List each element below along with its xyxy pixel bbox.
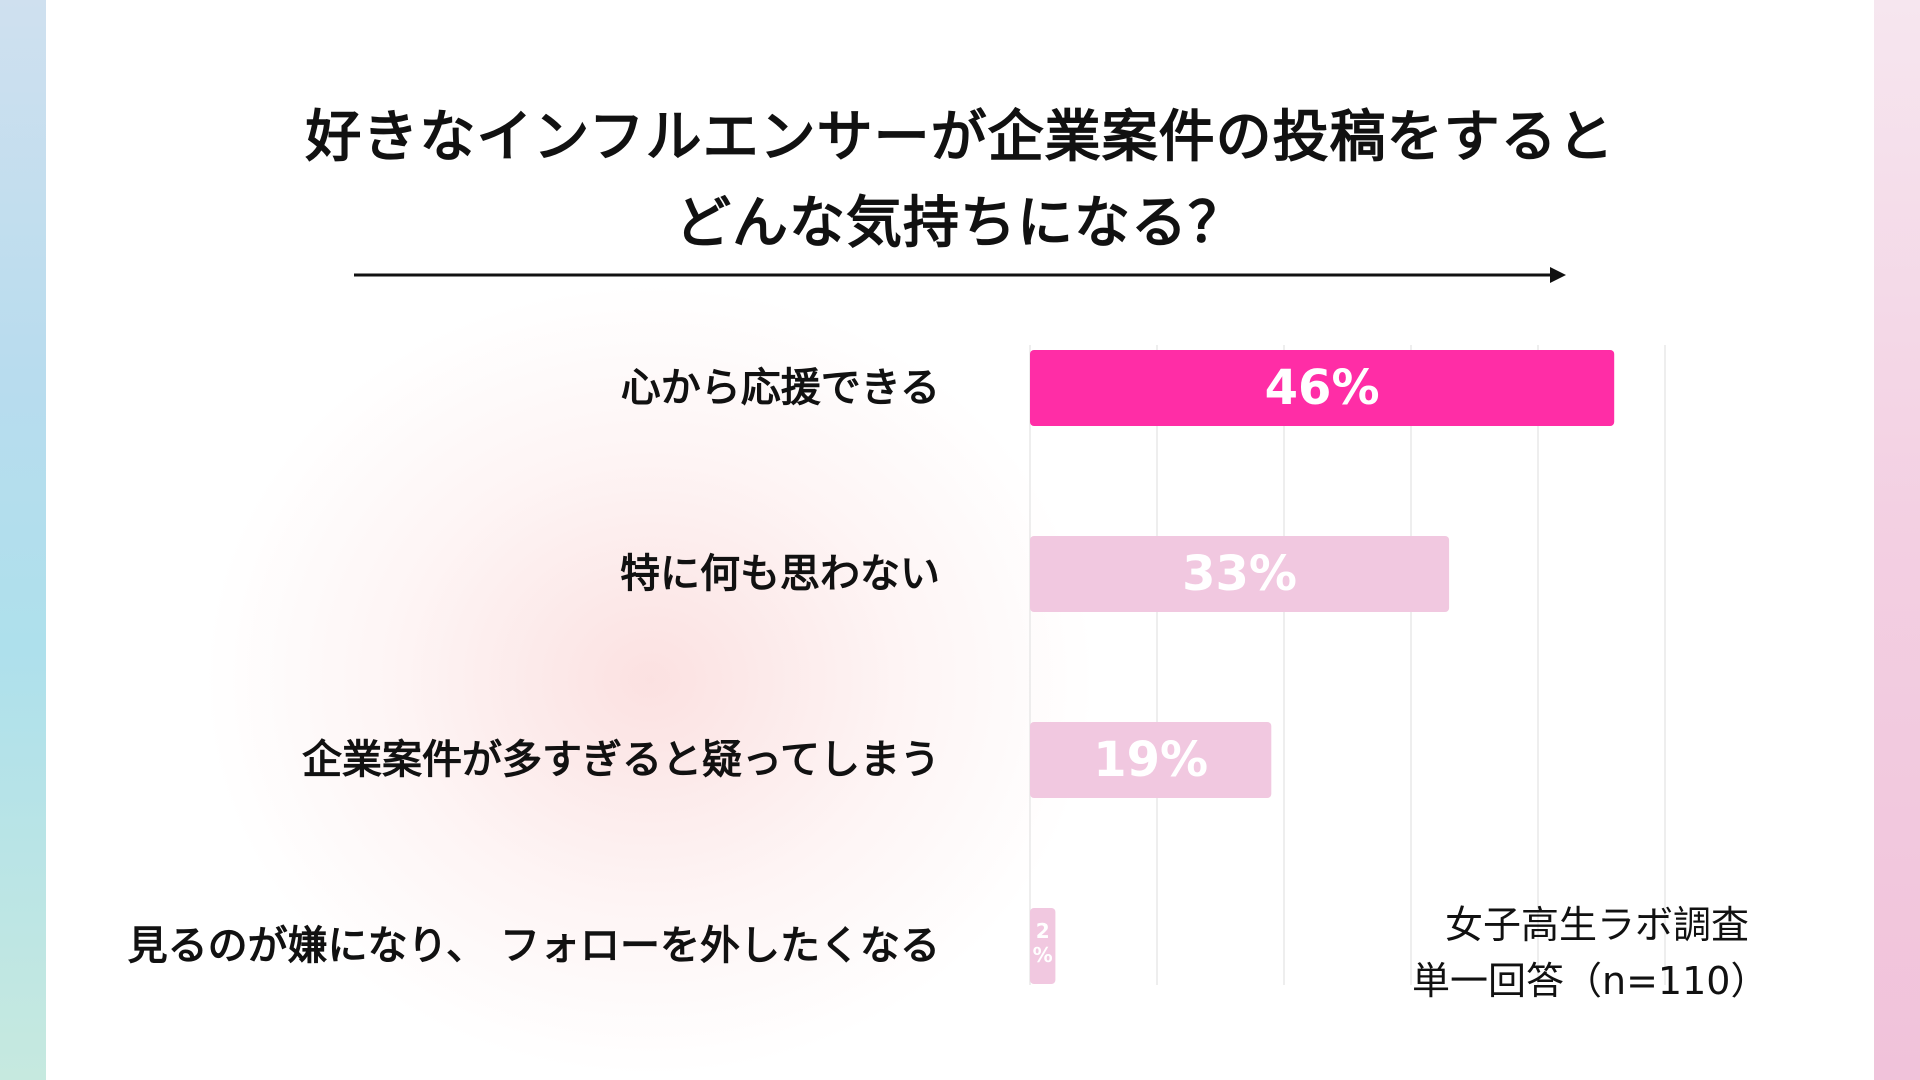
category-label: 心から応援できる — [621, 365, 940, 411]
category-label: 特に何も思わない — [620, 551, 940, 597]
left-gradient-edge — [0, 0, 46, 1080]
value-label: 2% — [1033, 919, 1053, 967]
chart-title-line-1: 好きなインフルエンサーが企業案件の投稿をすると — [305, 105, 1615, 170]
bar — [1030, 350, 1615, 426]
category-label: 企業案件が多すぎると疑ってしまう — [302, 737, 940, 783]
bar — [1030, 722, 1272, 798]
right-gradient-edge — [1874, 0, 1920, 1080]
title-underline-arrow — [354, 267, 1566, 283]
chart-title-line-2: どんな気持ちになる？ — [675, 191, 1245, 256]
bar — [1030, 908, 1056, 984]
survey-sample-note: 単一回答（n=110） — [1412, 959, 1769, 1003]
category-label: 見るのが嫌になり、 フォローを外したくなる — [128, 923, 940, 969]
survey-source-note: 女子高生ラボ調査 — [1445, 903, 1750, 947]
value-label: 46% — [1265, 360, 1380, 416]
bar — [1030, 536, 1450, 612]
value-label: 19% — [1093, 732, 1208, 788]
value-label: 33% — [1182, 546, 1297, 602]
